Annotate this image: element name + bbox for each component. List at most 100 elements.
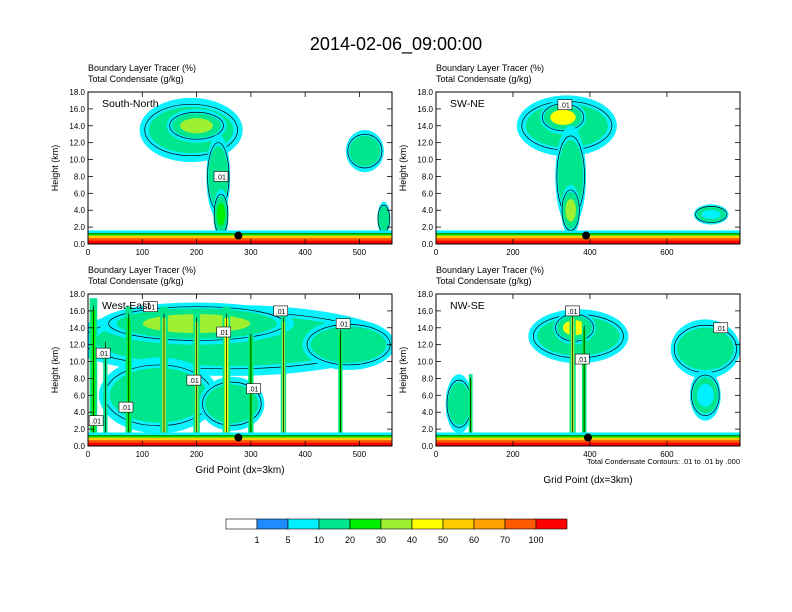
contour-label: .01 xyxy=(121,405,131,412)
contour-label: .01 xyxy=(219,330,229,337)
colorbar-swatch xyxy=(473,518,506,530)
y-tick-label: 0.0 xyxy=(74,442,86,451)
panel-subtitle-2: Total Condensate (g/kg) xyxy=(88,276,184,286)
y-tick-label: 18.0 xyxy=(417,290,433,299)
panel-subtitle-1: Boundary Layer Tracer (%) xyxy=(88,265,196,275)
y-tick-label: 0.0 xyxy=(74,240,86,249)
boundary-layer-band xyxy=(88,442,392,446)
x-tick-label: 100 xyxy=(136,248,150,257)
colorbar-swatch xyxy=(535,518,568,530)
tracer-cloud-core xyxy=(696,383,714,407)
plot-frame xyxy=(87,91,393,245)
y-axis-label: Height (km) xyxy=(398,347,408,394)
colorbar-swatch xyxy=(225,518,258,530)
contour-label: .01 xyxy=(98,351,108,358)
plot-area xyxy=(88,92,392,244)
plot-frame xyxy=(87,293,393,447)
panel-label: NW-SE xyxy=(450,300,485,312)
contour-label: .01 xyxy=(249,387,259,394)
x-tick-label: 300 xyxy=(244,450,258,459)
colorbar-swatch xyxy=(318,518,351,530)
y-tick-label: 10.0 xyxy=(417,358,433,367)
condensate-contour xyxy=(202,381,262,426)
tracer-cloud-core xyxy=(216,203,226,226)
boundary-layer-band xyxy=(436,240,740,244)
boundary-layer-band xyxy=(436,442,740,446)
colorbar-swatch xyxy=(287,518,320,530)
contour-label-box xyxy=(216,326,232,338)
x-tick-label: 600 xyxy=(660,248,674,257)
y-tick-label: 10.0 xyxy=(69,156,85,165)
colorbar-label: 70 xyxy=(500,535,510,545)
y-tick-label: 14.0 xyxy=(69,324,85,333)
y-tick-label: 0.0 xyxy=(422,442,434,451)
contour-label: .01 xyxy=(338,322,348,329)
panel-label: South-North xyxy=(102,98,159,110)
colorbar-swatch xyxy=(349,518,382,530)
contour-label-box xyxy=(713,322,729,334)
y-tick-label: 2.0 xyxy=(422,223,434,232)
contour-label-box xyxy=(213,171,229,182)
location-marker xyxy=(234,433,243,442)
tracer-cloud-core xyxy=(180,118,213,134)
condensate-contour xyxy=(347,133,383,169)
colorbar-label: 100 xyxy=(528,535,543,545)
contour-label-box xyxy=(95,347,111,359)
plot-content: .01 .01 .01 xyxy=(436,305,740,446)
boundary-layer-band xyxy=(88,240,392,244)
contour-label: .01 xyxy=(560,103,570,110)
colorbar-label: 5 xyxy=(285,535,290,545)
y-tick-label: 12.0 xyxy=(69,341,85,350)
x-tick-label: 0 xyxy=(434,450,439,459)
x-tick-label: 200 xyxy=(190,248,204,257)
contour-label-box xyxy=(565,305,580,317)
y-tick-label: 16.0 xyxy=(417,307,433,316)
panel-label: West-East xyxy=(102,300,150,312)
y-tick-label: 8.0 xyxy=(74,374,86,383)
y-axis-label: Height (km) xyxy=(398,145,408,192)
y-tick-label: 14.0 xyxy=(417,324,433,333)
y-tick-label: 18.0 xyxy=(69,290,85,299)
x-tick-label: 200 xyxy=(190,450,204,459)
y-tick-label: 2.0 xyxy=(74,223,86,232)
y-tick-label: 4.0 xyxy=(74,206,86,215)
colorbar: 1 5 10 20 30 40 50 60 70 100 xyxy=(225,518,568,545)
colorbar-swatch xyxy=(256,518,289,530)
contour-label: .01 xyxy=(577,357,587,364)
y-tick-label: 12.0 xyxy=(417,341,433,350)
panel-sw-ne: Boundary Layer Tracer (%) Total Condensa… xyxy=(398,63,741,257)
panel-nw-se: Boundary Layer Tracer (%) Total Condensa… xyxy=(398,265,741,486)
colorbar-swatch xyxy=(380,518,413,530)
tracer-cloud-core xyxy=(380,211,388,227)
panel-subtitle-2: Total Condensate (g/kg) xyxy=(436,276,532,286)
contour-label-box xyxy=(335,318,351,329)
contour-label-box xyxy=(273,305,289,317)
location-marker xyxy=(582,231,591,240)
tracer-cloud-core xyxy=(125,378,192,413)
colorbar-swatch xyxy=(442,518,475,530)
y-tick-label: 18.0 xyxy=(417,88,433,97)
y-axis-label: Height (km) xyxy=(50,347,60,394)
y-tick-label: 8.0 xyxy=(422,374,434,383)
contour-label-box xyxy=(246,383,261,394)
colorbar-label: 50 xyxy=(438,535,448,545)
panel-subtitle-2: Total Condensate (g/kg) xyxy=(88,74,184,84)
x-tick-label: 300 xyxy=(244,248,258,257)
tracer-cloud-core xyxy=(354,141,376,161)
y-tick-label: 18.0 xyxy=(69,88,85,97)
contour-label: .01 xyxy=(91,419,101,426)
tracer-cloud-core xyxy=(451,390,467,418)
panel-west-east: Boundary Layer Tracer (%) Total Condensa… xyxy=(50,265,393,476)
y-axis-label: Height (km) xyxy=(50,145,60,192)
x-tick-label: 100 xyxy=(136,450,150,459)
panel-label: SW-NE xyxy=(450,98,485,110)
x-tick-label: 400 xyxy=(298,450,312,459)
figure-title: 2014-02-06_09:00:00 xyxy=(310,34,482,55)
contour-label-box xyxy=(557,99,573,110)
colorbar-label: 20 xyxy=(345,535,355,545)
plot-content: .01 .01 .01 .01 .01 .01 .01 .01 .01 xyxy=(88,298,392,446)
y-tick-label: 2.0 xyxy=(422,425,434,434)
plot-frame xyxy=(435,293,741,447)
x-tick-label: 0 xyxy=(434,248,439,257)
y-tick-label: 4.0 xyxy=(422,408,434,417)
